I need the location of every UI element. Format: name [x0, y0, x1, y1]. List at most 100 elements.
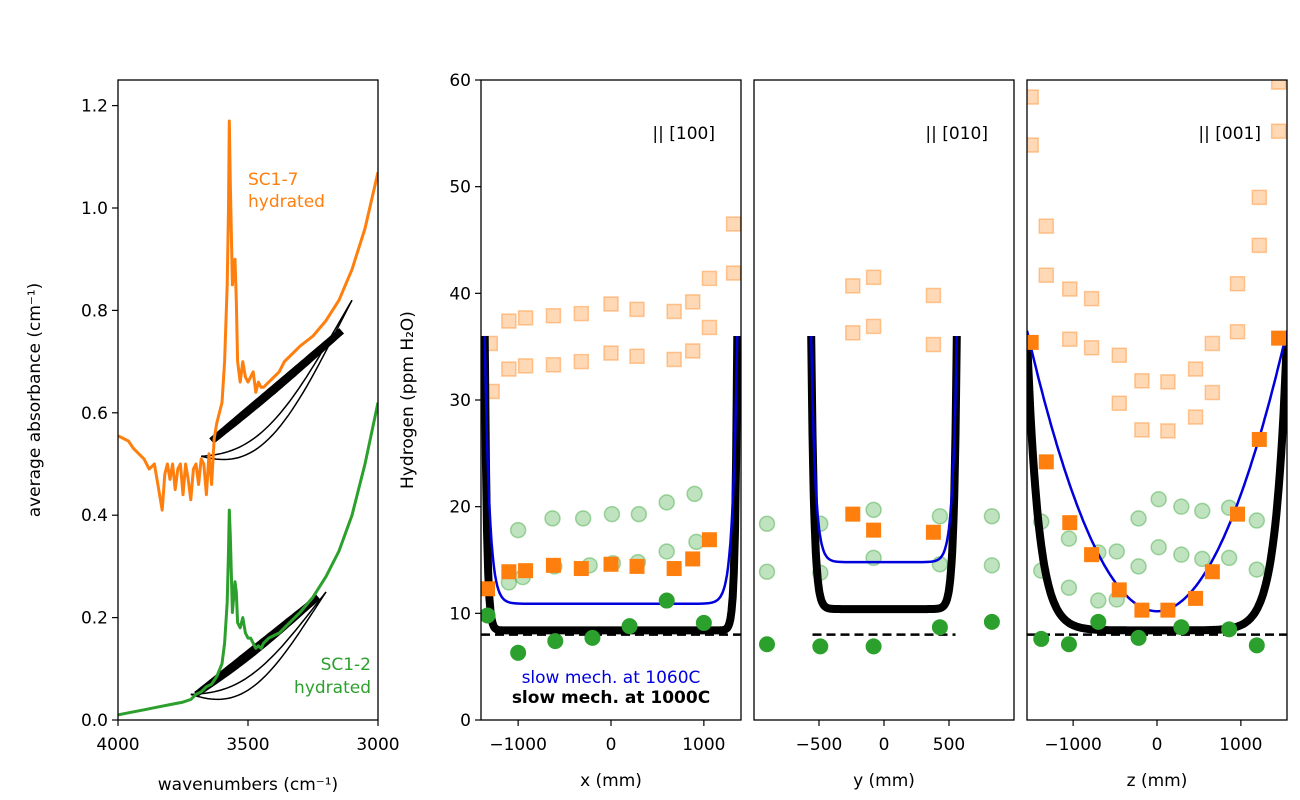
- model-1000C-curve: [1027, 335, 1287, 635]
- baseline-fit-line: [201, 299, 353, 458]
- y-tick-label: 40: [449, 284, 471, 304]
- orange-light-square-point: [1038, 267, 1055, 283]
- green-light-circle-point: [865, 501, 882, 519]
- orange-light-square-point: [629, 348, 645, 365]
- orange-light-square-point: [684, 343, 701, 359]
- y-tick-label: 0.4: [81, 506, 108, 526]
- orange-light-square-point: [1083, 290, 1100, 307]
- model-1060C-curve: [809, 335, 959, 564]
- y-profile-x-axis-label: y (mm): [853, 771, 915, 791]
- orange-light-square-point: [1038, 218, 1055, 234]
- orange-light-square-point: [925, 287, 942, 304]
- orange-square-point: [1204, 564, 1220, 580]
- orange-light-square-point: [666, 351, 682, 368]
- orange-light-square-point: [845, 278, 861, 294]
- orange-light-square-point: [701, 319, 718, 336]
- green-circle-point: [1130, 629, 1147, 646]
- orange-light-square-point: [1229, 323, 1246, 340]
- hydrogen-y-axis-label: Hydrogen (ppm H₂O): [398, 311, 418, 489]
- orange-light-square-point: [603, 345, 619, 361]
- green-circle-point: [621, 618, 638, 635]
- orange-light-square-point: [603, 296, 619, 312]
- x-tick-label: −1000: [1044, 735, 1102, 755]
- green-circle-point: [1221, 621, 1238, 638]
- green-circle-point: [865, 638, 882, 655]
- orange-square-point: [1160, 602, 1176, 618]
- x-tick-label: 3000: [356, 735, 399, 755]
- orange-light-square-point: [1187, 409, 1204, 425]
- green-light-circle-point: [758, 515, 776, 532]
- spectra-ticks: 4000 3500 3000 0.0 0.2 0.4 0.6 0.8 1.0 1.2: [81, 97, 400, 755]
- orange-light-square-point: [573, 305, 590, 322]
- y-tick-label: 50: [449, 178, 471, 198]
- x-tick-label: 0: [879, 735, 890, 755]
- orange-light-square-point: [545, 307, 562, 324]
- z-profile-x-axis-label: z (mm): [1127, 771, 1188, 791]
- spectra-plot-area: [118, 119, 378, 717]
- orange-light-square-point: [1062, 281, 1078, 297]
- x-tick-label: 500: [933, 735, 965, 755]
- y-tick-label: 20: [449, 498, 471, 518]
- orange-light-square-point: [1111, 395, 1128, 411]
- green-circle-point: [931, 619, 948, 636]
- orange-square-point: [603, 556, 619, 572]
- orange-light-square-point: [1270, 80, 1287, 90]
- x-profile-x-axis-label: x (mm): [580, 771, 642, 791]
- green-light-circle-point: [1248, 561, 1266, 578]
- orange-light-square-point: [517, 358, 534, 374]
- orange-square-point: [701, 532, 717, 548]
- green-light-circle-point: [1173, 546, 1190, 563]
- green-light-circle-point: [1248, 512, 1266, 529]
- green-light-circle-point: [1130, 558, 1147, 575]
- green-circle-point: [658, 592, 675, 609]
- orange-light-square-point: [1027, 89, 1039, 105]
- orange-light-square-point: [501, 313, 517, 329]
- orange-light-square-point: [1062, 331, 1078, 347]
- y-tick-label: 0.2: [81, 609, 108, 629]
- x-profile-ticks: −1000 0 1000 0 10 20 30 40 50 60: [449, 71, 725, 755]
- orange-square-point: [1038, 454, 1054, 470]
- green-circle-point: [1173, 619, 1190, 636]
- orange-light-square-point: [1134, 373, 1150, 389]
- orange-light-square-point: [666, 303, 682, 320]
- green-light-circle-point: [1060, 579, 1078, 596]
- orange-light-square-point: [629, 301, 645, 318]
- x-tick-label: 1000: [682, 735, 725, 755]
- y-tick-label: 0.0: [81, 711, 108, 731]
- orange-light-square-point: [1204, 384, 1221, 401]
- orange-square-point: [1188, 590, 1204, 606]
- green-circle-point: [695, 614, 712, 631]
- orange-light-square-point: [1027, 137, 1039, 153]
- x-profile-panel: || [100] slow mech. at 1060C slow mech. …: [398, 71, 742, 791]
- orange-light-square-point: [845, 325, 861, 341]
- x-tick-label: −500: [796, 735, 843, 755]
- y-profile-ticks: −500 0 500: [796, 720, 965, 755]
- green-light-circle-point: [1173, 498, 1190, 515]
- x-tick-label: 3500: [226, 735, 269, 755]
- spectra-annotation-green-line1: SC1-2: [321, 655, 371, 675]
- orange-light-square-point: [865, 318, 882, 335]
- green-light-circle-point: [1194, 502, 1211, 520]
- model-1060C-curve: [483, 335, 739, 605]
- orange-square-point: [1230, 506, 1246, 522]
- orange-light-square-point: [573, 353, 590, 370]
- orange-square-point: [1271, 330, 1287, 346]
- green-light-circle-point: [931, 508, 949, 525]
- green-circle-point: [510, 644, 527, 661]
- baseline-fit-line: [209, 328, 344, 444]
- orange-light-square-point: [1111, 347, 1128, 363]
- green-light-circle-point: [603, 505, 621, 523]
- z-profile-panel: || [001] z (mm) −1000 0 1000: [1026, 79, 1288, 791]
- y-tick-label: 10: [449, 604, 471, 624]
- orange-light-square-point: [865, 269, 882, 286]
- y-tick-label: 60: [449, 71, 471, 91]
- baseline-fit-line: [201, 299, 353, 461]
- green-light-circle-point: [1108, 543, 1125, 560]
- orange-light-square-point: [1160, 374, 1176, 390]
- orange-light-square-point: [501, 361, 517, 377]
- z-profile-direction-label: || [001]: [1198, 124, 1261, 144]
- green-light-circle-point: [658, 543, 675, 560]
- green-circle-point: [547, 633, 564, 650]
- legend-1060C-label: slow mech. at 1060C: [522, 668, 701, 688]
